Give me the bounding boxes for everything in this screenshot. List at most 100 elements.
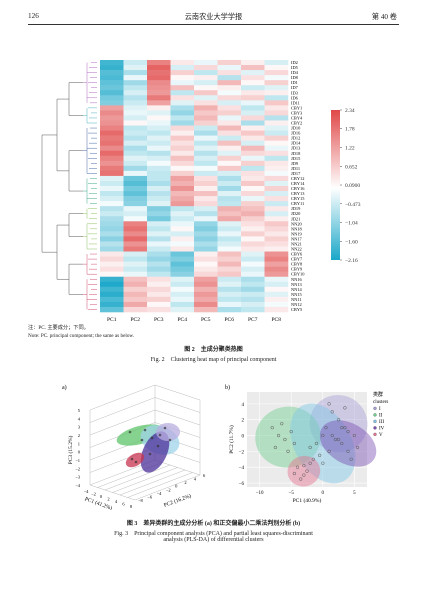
row-label: NN21 — [291, 241, 302, 246]
heatmap-cell — [194, 206, 218, 212]
heatmap-cell — [264, 276, 289, 283]
z-tick-label: 4 — [78, 416, 81, 421]
data-point — [352, 433, 357, 438]
heatmap-cell — [217, 271, 242, 278]
heatmap-cell — [217, 241, 242, 247]
heatmap-cell — [147, 75, 171, 81]
heatmap-cell — [264, 196, 289, 202]
heatmap-cell — [100, 135, 124, 141]
heatmap-cell — [264, 226, 289, 232]
heatmap-cell — [100, 296, 124, 303]
heatmap-cell — [241, 261, 265, 267]
data-point — [321, 461, 325, 465]
heatmap-cell — [170, 271, 195, 278]
heatmap-cell — [123, 155, 148, 162]
heatmap-cell — [170, 120, 195, 126]
heatmap-cell — [264, 75, 289, 81]
heatmap-cell — [170, 256, 195, 262]
heatmap-cell — [123, 75, 148, 81]
y-tick-label: −4 — [239, 466, 245, 471]
data-point — [317, 453, 322, 457]
dendrogram-branch — [83, 127, 97, 174]
heatmap-cell — [241, 145, 265, 152]
heatmap-cell — [170, 236, 195, 242]
heatmap-cell — [217, 165, 242, 172]
heatmap-cell — [217, 160, 242, 167]
dendrogram-branch — [83, 278, 97, 310]
heatmap-cell — [170, 211, 195, 217]
heatmap-cell — [123, 216, 148, 222]
heatmap-cell — [241, 70, 265, 76]
colorbar-tick-label: 2.34 — [345, 108, 355, 114]
heatmap-cell — [241, 60, 265, 66]
heatmap-cell — [100, 216, 124, 222]
data-point — [336, 437, 341, 442]
heatmap-cell — [123, 246, 148, 252]
heatmap-cell — [100, 256, 124, 262]
row-label: JD9 — [291, 161, 299, 166]
y-tick-label: −2 — [166, 487, 171, 492]
heatmap-cell — [170, 170, 195, 177]
heatmap-cell — [147, 85, 171, 91]
heatmap-cell — [170, 226, 195, 232]
legend-swatch — [373, 432, 377, 437]
heatmap-cell — [123, 271, 148, 278]
dendrogram-branch — [83, 208, 97, 220]
heatmap-cell — [194, 85, 218, 91]
heatmap-cell — [147, 125, 171, 131]
heatmap-cell — [264, 125, 289, 131]
volume: 第 40 卷 — [371, 13, 397, 21]
heatmap-cell — [217, 150, 242, 157]
heatmap-cell — [194, 226, 218, 232]
data-point — [308, 445, 312, 450]
data-point — [340, 441, 344, 446]
row-label: ID3 — [291, 90, 299, 95]
x-tick-label: 6 — [122, 502, 125, 507]
heatmap-cell — [217, 186, 242, 192]
heatmap-cell — [241, 296, 265, 303]
heatmap-cell — [147, 296, 171, 303]
cluster-ellipse — [255, 406, 321, 468]
heatmap-cell — [264, 261, 289, 267]
heatmap-cell — [123, 296, 148, 303]
heatmap-cell — [100, 90, 124, 96]
heatmap-cell — [241, 120, 265, 126]
heatmap-cell — [100, 75, 124, 81]
heatmap-cell — [194, 276, 218, 283]
cluster-ellipse — [319, 420, 377, 467]
heatmap-cell — [194, 231, 218, 237]
heatmap-cell — [194, 135, 218, 141]
heatmap-cell — [217, 70, 242, 76]
heatmap-cell — [100, 281, 124, 288]
heatmap-cell — [100, 201, 124, 207]
heatmap-cell — [241, 206, 265, 212]
heatmap-cell — [100, 226, 124, 232]
panel-label-a: a) — [62, 384, 67, 391]
data-point — [289, 429, 293, 434]
heatmap-cell — [217, 296, 242, 303]
heatmap-cell — [194, 150, 218, 157]
heatmap-cell — [264, 286, 289, 293]
y-tick-label: −4 — [157, 491, 163, 496]
heatmap-cell — [170, 221, 195, 227]
heatmap-cell — [241, 301, 265, 308]
heatmap-cell — [170, 261, 195, 267]
heatmap-cell — [264, 105, 289, 111]
heatmap-cell — [241, 211, 265, 217]
heatmap-cell — [147, 251, 171, 257]
heatmap-cell — [170, 175, 195, 182]
colorbar-tick-label: 0.652 — [345, 164, 358, 170]
colorbar-tick-label: −2.16 — [345, 258, 358, 264]
heatmap-cell — [147, 135, 171, 141]
fig3-caption-en-2: analysis (PLS-DA) of differential cluste… — [163, 537, 264, 543]
heatmap-cell — [123, 115, 148, 121]
heatmap-cell — [194, 221, 218, 227]
data-point — [308, 461, 312, 465]
x-tick-label: 0 — [100, 494, 103, 499]
heatmap-cell — [194, 196, 218, 202]
plsda-figure: b) −10 −5 0 5 −6 −4 −2 0 2 4 PC1 (40.9%) PC2 (11.7%)… — [225, 384, 388, 504]
row-dendrogram — [41, 62, 97, 310]
heatmap-cell — [264, 80, 289, 86]
heatmap-cell — [194, 271, 218, 278]
legend-entry: III — [379, 420, 384, 425]
